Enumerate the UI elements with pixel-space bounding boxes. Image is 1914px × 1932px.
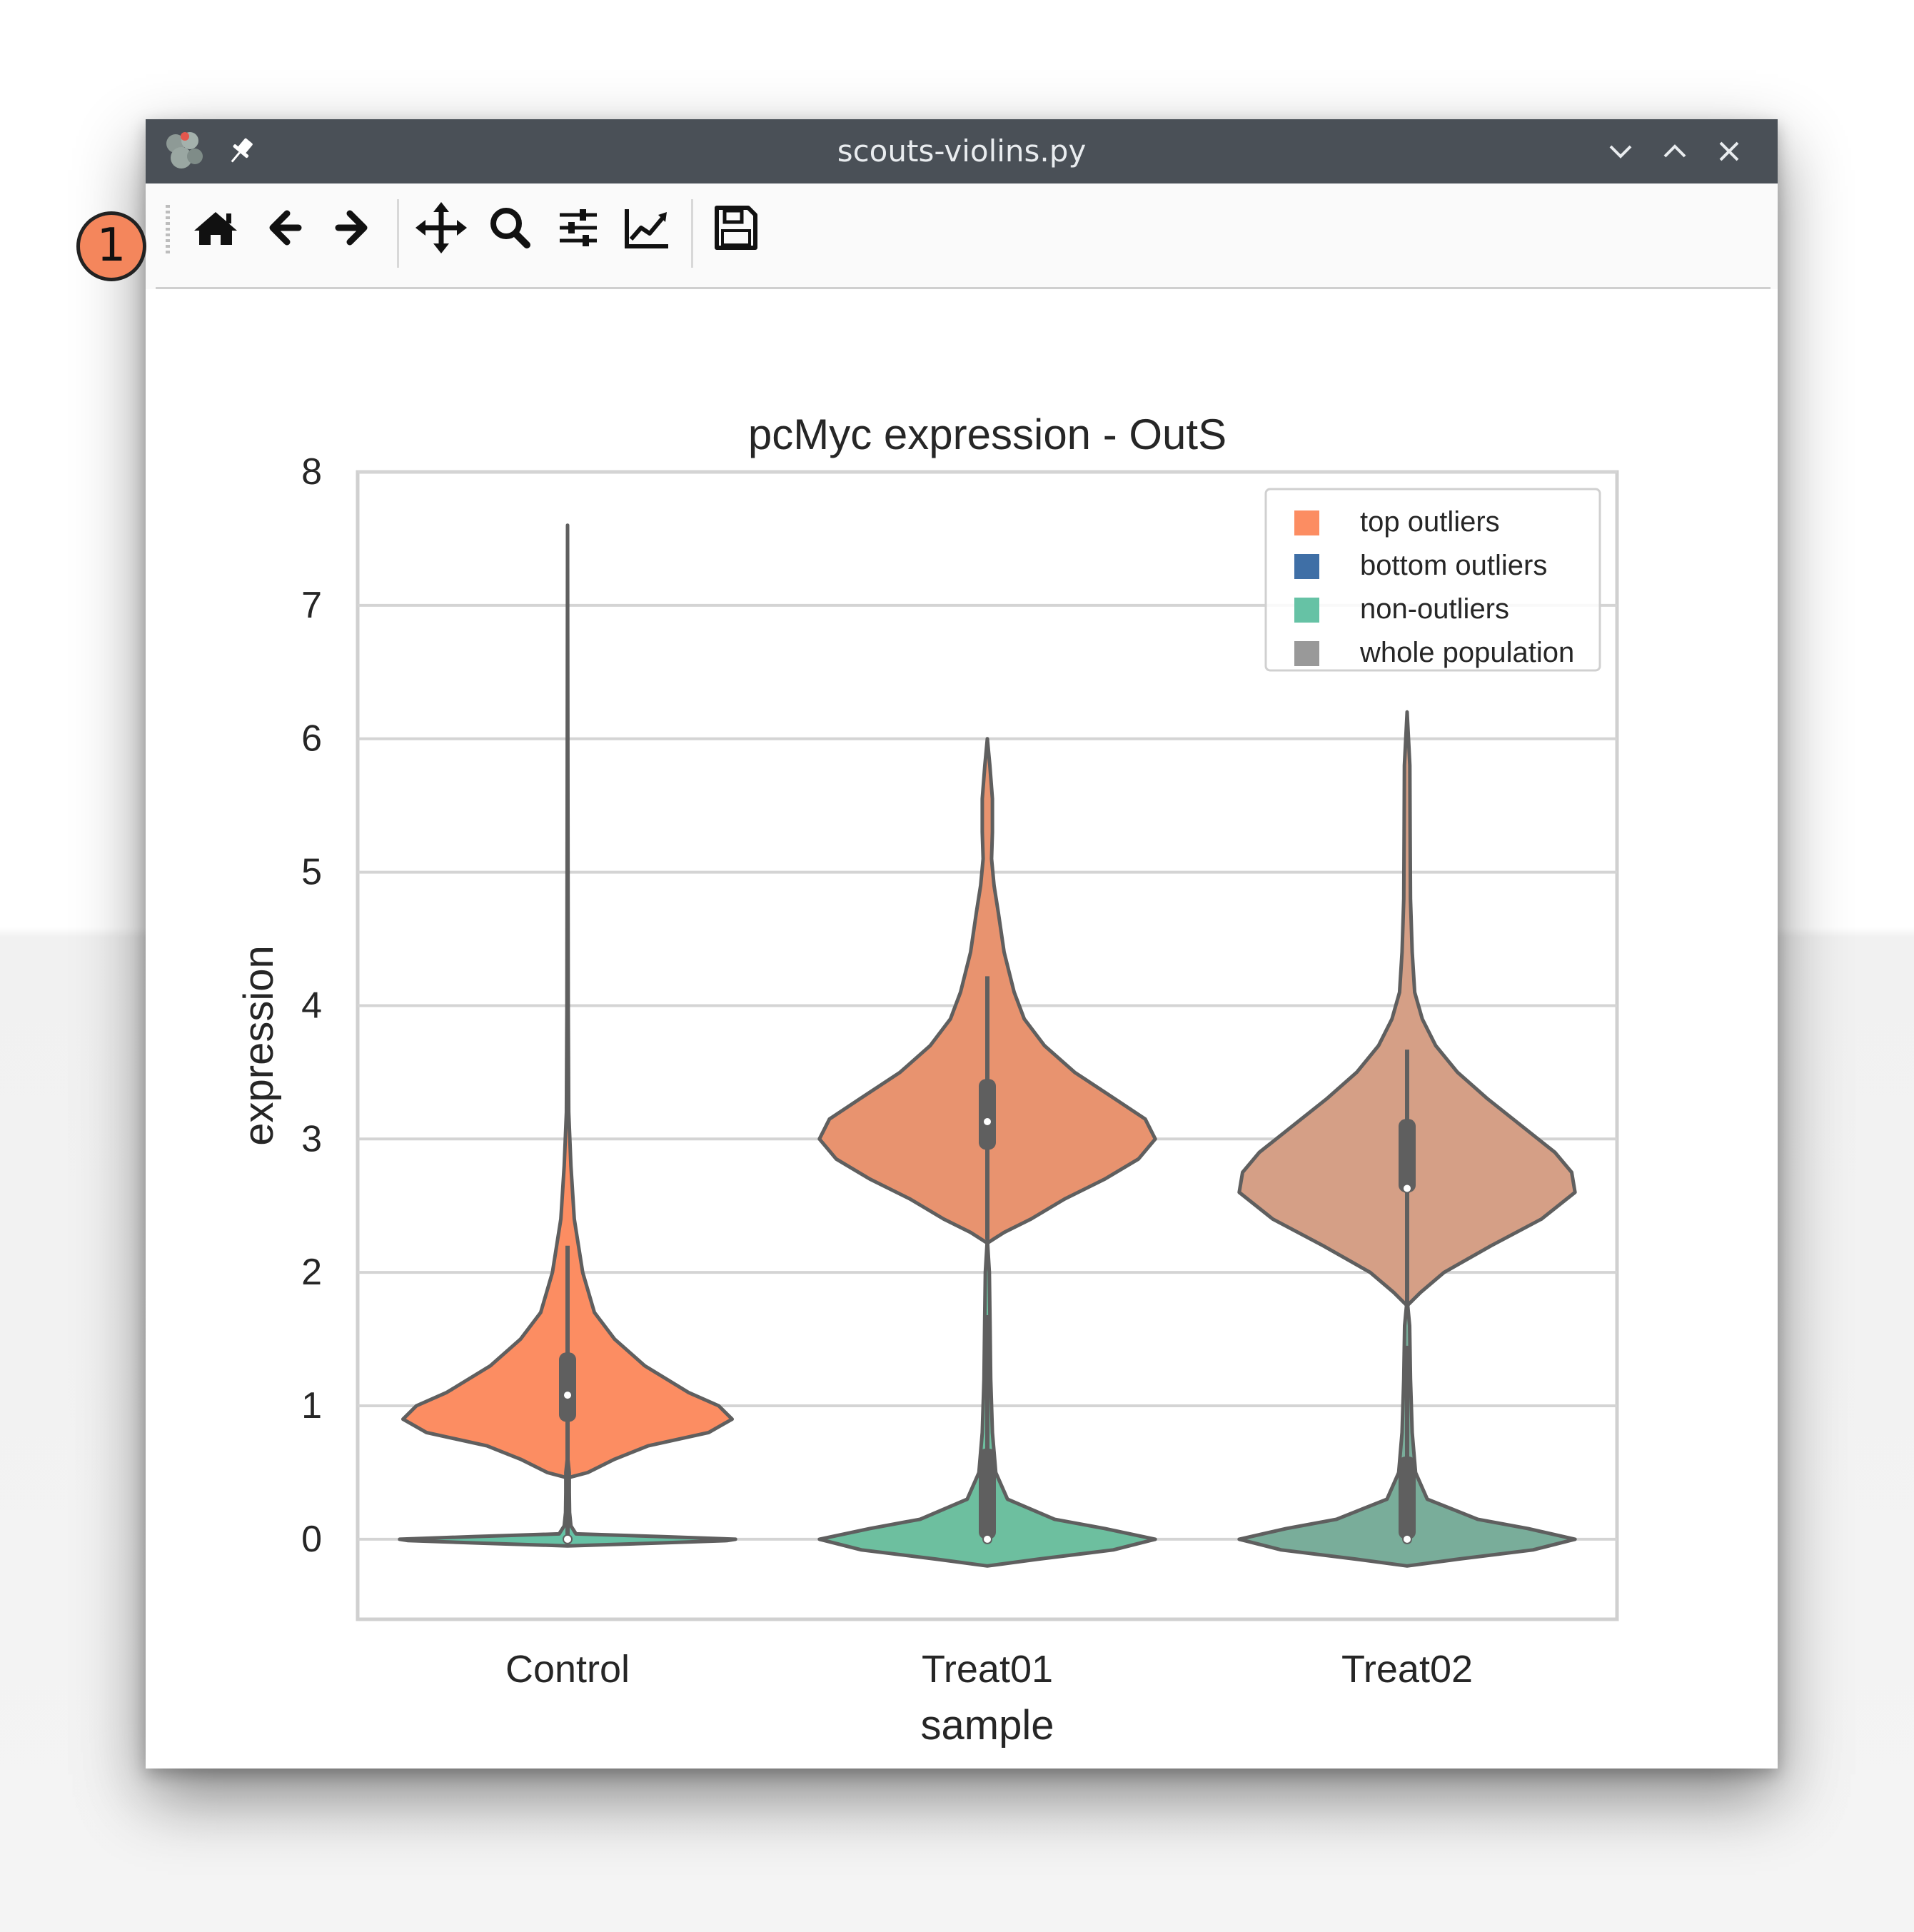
save-button[interactable] [705,198,765,258]
annotation-badge: 1 [76,211,146,281]
violin-iqr-box [1399,1456,1416,1539]
violin-control-top-outliers [401,523,734,1480]
legend-swatch [1294,554,1319,579]
violin-median-point [1402,1183,1412,1194]
x-tick-label: Control [505,1648,630,1691]
magnifier-icon [490,208,530,248]
arrow-right-icon [335,210,368,246]
sliders-icon [560,209,597,246]
violin-median-point [982,1534,992,1544]
y-tick-label: 6 [301,718,322,760]
configure-subplots-button[interactable] [548,198,608,258]
violin-chart: 0 1 2 3 4 5 6 7 8 Control Treat01 Treat02 pcMyc expr… [236,411,1619,1749]
violin-iqr-box [559,1352,576,1422]
legend-swatch [1294,641,1319,666]
y-tick-label: 7 [301,585,322,626]
x-axis-label: sample [921,1702,1054,1749]
legend-label: top outliers [1360,506,1500,538]
line-chart-icon [625,209,668,248]
maximize-button[interactable] [1656,133,1693,170]
y-tick-label: 0 [301,1519,322,1560]
y-tick-label: 5 [301,852,322,893]
toolbar-divider [156,287,1771,289]
y-tick-label: 3 [301,1118,322,1159]
navigation-toolbar [146,183,1778,289]
floppy-disk-icon [715,206,757,250]
pan-button[interactable] [411,198,471,258]
x-tick-label: Treat01 [922,1648,1053,1691]
legend-label: non-outliers [1360,593,1509,625]
zoom-button[interactable] [480,198,540,258]
pin-icon[interactable] [224,135,257,168]
y-axis-label: expression [236,945,282,1145]
violin-median-point [982,1117,992,1127]
violin-iqr-box [979,1448,996,1539]
y-tick-label: 2 [301,1252,322,1293]
legend-swatch [1294,510,1319,535]
toolbar-separator [691,199,693,268]
move-icon [415,202,467,253]
legend-label: whole population [1359,637,1574,668]
title-bar[interactable]: scouts-violins.py [146,119,1778,183]
violin-iqr-box [979,1079,996,1150]
legend [1264,488,1601,672]
violin-median-point [563,1534,573,1544]
toolbar-grip[interactable] [166,205,170,255]
forward-button[interactable] [323,198,383,258]
minimize-button[interactable] [1602,133,1639,170]
edit-axes-button[interactable] [617,198,677,258]
y-tick-label: 1 [301,1385,322,1427]
arrow-left-icon [269,210,302,246]
x-tick-label: Treat02 [1341,1648,1473,1691]
toolbar-separator [397,199,399,268]
close-button[interactable] [1711,133,1748,170]
violin-iqr-box [1399,1119,1416,1193]
home-button[interactable] [186,198,246,258]
back-button[interactable] [254,198,314,258]
legend-swatch [1294,598,1319,623]
home-icon [194,212,237,245]
figure-canvas[interactable]: 0 1 2 3 4 5 6 7 8 Control Treat01 Treat02 pcMyc expr… [146,289,1778,1769]
y-tick-label: 4 [301,985,322,1026]
legend-label: bottom outliers [1360,550,1547,581]
violin-treat02-top-outliers [1237,710,1577,1308]
violin-median-point [1402,1534,1412,1544]
app-icon [166,132,203,168]
y-tick-label: 8 [301,451,322,493]
window-title: scouts-violins.py [837,134,1087,168]
violin-median-point [563,1390,573,1401]
chart-title: pcMyc expression - OutS [748,411,1227,458]
